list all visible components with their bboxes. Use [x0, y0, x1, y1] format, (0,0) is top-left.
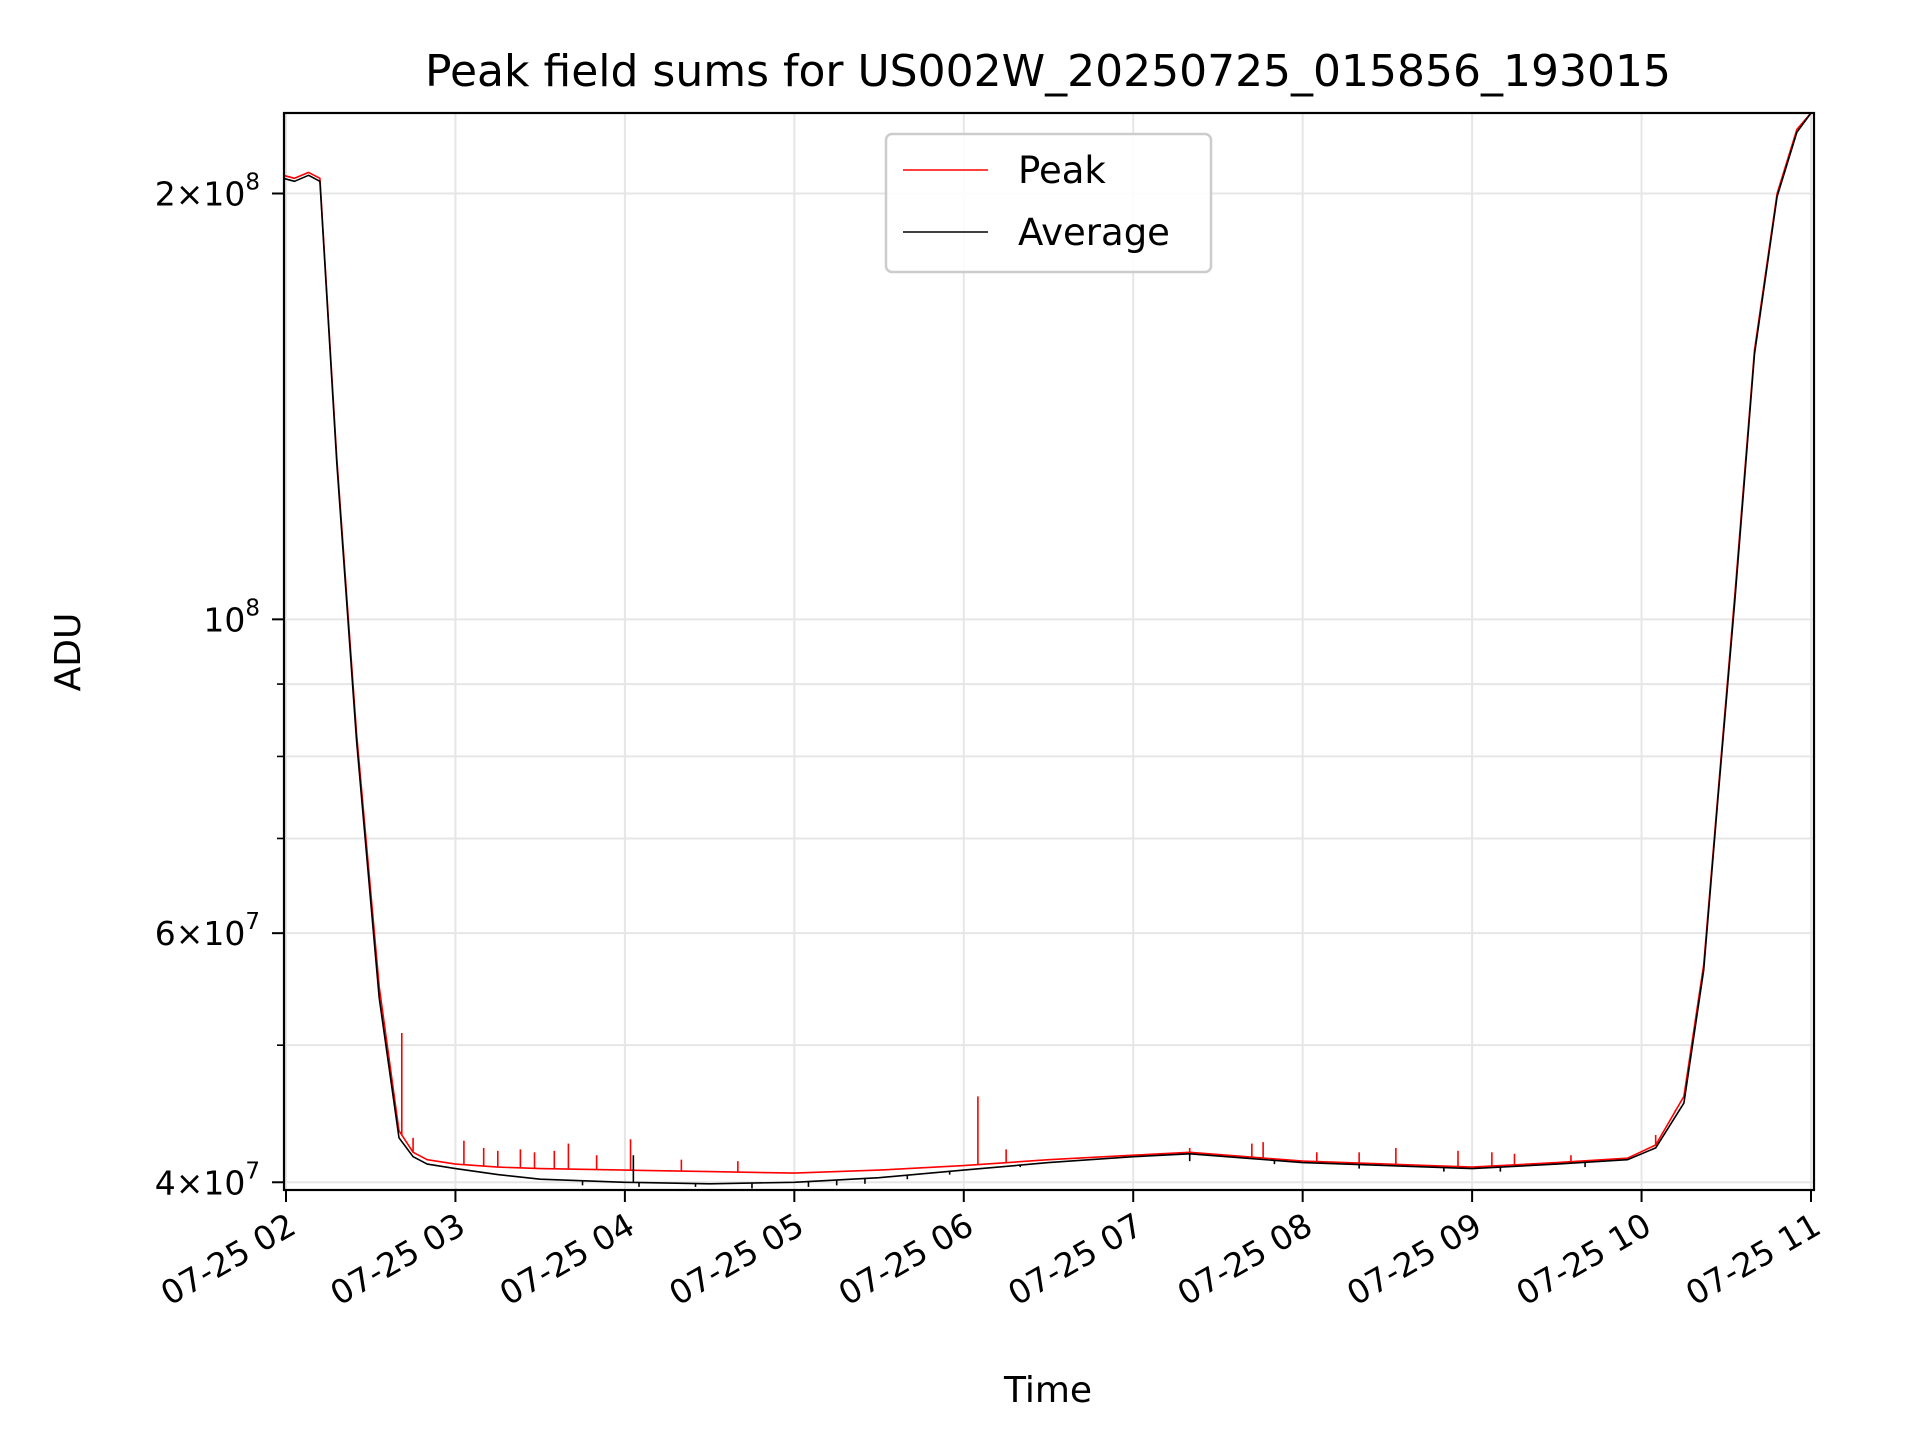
x-tick-label: 07-25 06: [832, 1205, 980, 1313]
x-tick-label: 07-25 02: [154, 1205, 302, 1313]
x-tick-label: 07-25 09: [1340, 1205, 1488, 1313]
x-tick-label: 07-25 10: [1510, 1205, 1658, 1313]
x-tick-label: 07-25 03: [323, 1205, 471, 1313]
x-tick-label: 07-25 07: [1001, 1205, 1149, 1313]
y-tick-label: 4×107: [155, 1158, 260, 1202]
y-tick-label: 6×107: [155, 909, 260, 953]
chart-title: Peak field sums for US002W_20250725_0158…: [425, 46, 1671, 97]
series-line-average: [284, 113, 1812, 1185]
x-tick-label: 07-25 11: [1679, 1205, 1827, 1313]
x-axis: 07-25 02 07-25 03 07-25 04 07-25 05 07-25 06…: [154, 1190, 1827, 1313]
plot-area: [284, 113, 1812, 1189]
legend-label-peak: Peak: [1018, 149, 1106, 192]
legend-label-average: Average: [1018, 211, 1170, 254]
y-axis-label: ADU: [48, 613, 89, 692]
plot-frame: [282, 111, 1816, 1192]
legend: Peak Average: [884, 132, 1213, 274]
y-tick-label: 108: [203, 595, 260, 639]
grid-lines: [284, 113, 1814, 1190]
x-tick-label: 07-25 04: [493, 1205, 641, 1313]
legend-box: [884, 132, 1213, 274]
x-tick-label: 07-25 08: [1171, 1205, 1319, 1313]
x-tick-label: 07-25 05: [662, 1205, 810, 1313]
x-axis-label: Time: [1003, 1370, 1092, 1411]
y-axis: 4×107 6×107 108 2×108: [155, 169, 284, 1202]
y-tick-label: 2×108: [155, 169, 260, 213]
